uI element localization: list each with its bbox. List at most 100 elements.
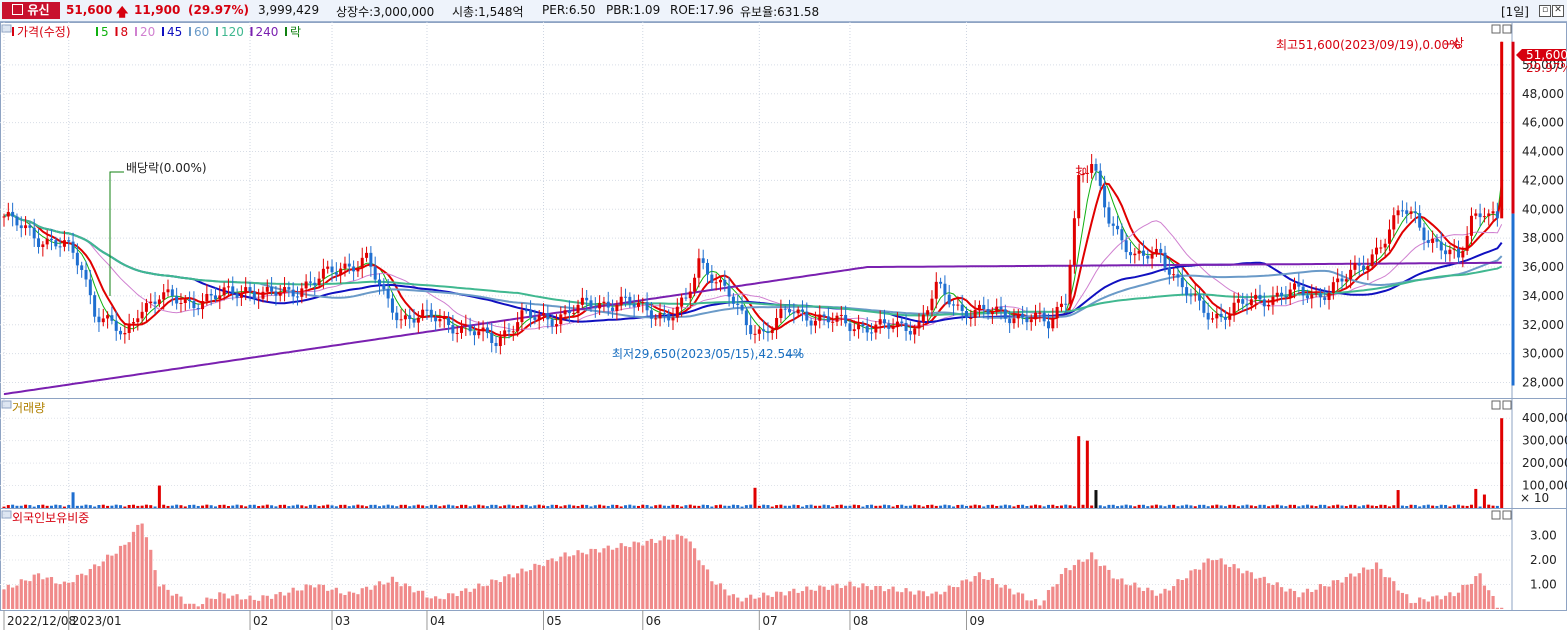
panel-close-icon[interactable] [1502,24,1512,34]
candle-body [766,331,770,334]
volume-bar [71,492,75,508]
volume-bar [477,504,481,508]
candle-body [1452,248,1456,250]
panel-maximize-icon[interactable] [1491,24,1501,34]
foreign-ratio-bar [606,545,610,609]
candle-body [947,294,951,305]
candle-body [1198,294,1202,301]
panel-close-icon[interactable] [1502,400,1512,410]
candle-body [1392,215,1396,230]
stock-name-badge[interactable]: 유신 [2,2,60,19]
volume-bar [895,505,899,508]
volume-bar [921,506,925,508]
legend-item-가격(수정): 가격(수정) [17,25,71,39]
volume-bar [775,505,779,508]
candle-body [1301,286,1305,296]
volume-bar [1103,506,1107,508]
foreign-ratio-bar [183,603,187,609]
candle-body [550,319,554,327]
volume-bar [1435,505,1439,508]
candle-body [563,310,567,315]
high-tag: 상 [1453,36,1464,50]
price-tick-label: 38,000 [1522,231,1564,245]
volume-bar [1305,504,1309,508]
foreign-ratio-bar [1361,567,1366,609]
foreign-ratio-bar [2,589,6,609]
foreign-ratio-bar [1349,573,1353,609]
candle-body [1280,292,1284,297]
candle-body [464,324,468,327]
candle-body [520,310,524,323]
candle-body [1206,312,1210,320]
panel-toggle-icon[interactable] [1,400,12,409]
candle-body [775,317,779,330]
volume-bar [796,505,800,508]
candle-body [403,315,407,320]
candle-body [15,216,19,226]
volume-bar [818,505,822,508]
volume-bar [1314,506,1318,508]
panel-maximize-icon[interactable] [1491,510,1501,520]
candle-body [835,315,839,322]
volume-tick-label: 100,000 [1522,479,1567,493]
volume-bar [744,505,748,508]
candle-body [1469,215,1473,236]
panel-close-icon[interactable] [1502,510,1512,520]
foreign-ratio-bar [934,591,938,609]
foreign-ratio-bar [593,548,597,609]
volume-bar [779,504,783,508]
foreign-ratio-bar [615,547,619,609]
volume-bar [1232,504,1236,508]
volume-bar [1133,506,1137,508]
volume-bar [977,505,981,508]
volume-bar [485,506,489,508]
foreign-ratio-bar [1029,600,1033,609]
candle-body [1336,278,1340,283]
checkbox-icon[interactable] [12,4,24,15]
period-selector[interactable]: [1일] [1500,5,1529,19]
foreign-ratio-bar [1124,584,1128,609]
candle-body [1124,240,1128,253]
price-tick-label: 46,000 [1522,116,1564,130]
panel-maximize-icon[interactable] [1491,400,1501,410]
foreign-ratio-bar [481,586,485,609]
foreign-ratio-bar [878,586,882,609]
legend-item-5: 5 [101,25,109,39]
volume-bar [451,505,455,508]
maximize-icon[interactable]: ▫ [1539,5,1551,17]
candle-body [1012,318,1016,324]
foreign-ratio-bar [205,597,209,609]
candle-body [295,296,299,298]
panel-toggle-icon[interactable] [1,510,12,519]
panel-toggle-icon[interactable] [1,24,12,33]
candle-body [188,299,192,302]
candle-body [1094,164,1098,171]
volume-bar [615,504,619,508]
volume-bar [386,504,390,508]
candle-body [783,308,787,310]
volume-bar [1461,505,1465,508]
candle-body [870,332,874,334]
foreign-ratio-bar [757,597,761,609]
x-tick-label: 02 [253,614,268,628]
volume-bar [762,504,766,508]
candle-body [1254,294,1258,300]
price-tick-label: 50,000 [1522,58,1564,72]
candle-body [1172,274,1176,276]
foreign-ratio-bar [938,594,943,609]
foreign-ratio-bar [118,545,123,609]
candle-body [969,317,973,319]
volume-bar [529,506,533,508]
close-icon[interactable]: ✕ [1552,5,1564,17]
candle-body [231,286,235,294]
candle-body [93,295,97,317]
volume-bar [1098,505,1102,508]
foreign-ratio-bar [1482,585,1487,609]
volume-bar [654,505,658,508]
volume-bar [511,505,515,508]
foreign-ratio-bar [295,590,300,609]
candle-body [602,301,606,304]
volume-bar [179,505,183,508]
candle-body [485,327,489,333]
